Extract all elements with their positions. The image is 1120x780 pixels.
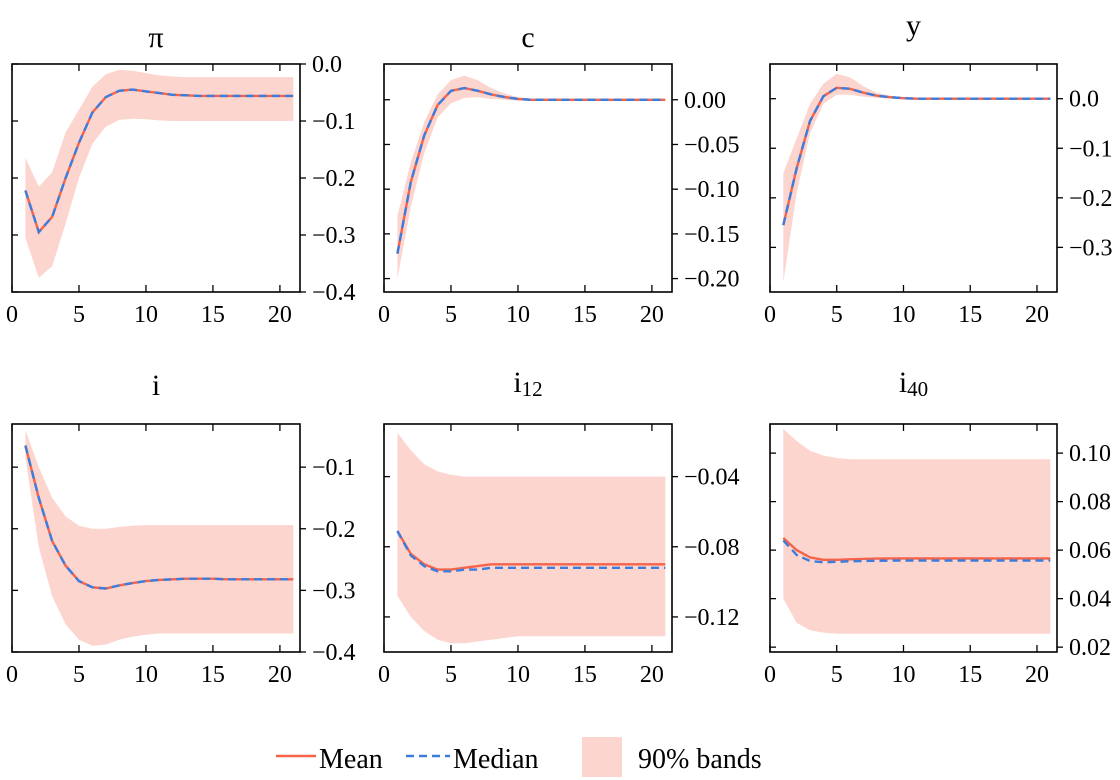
panel-title: i12 — [513, 366, 542, 401]
panel-4: 0 5 10 15 20 −0.1 −0.2 −0.3 −0.4 i — [6, 369, 356, 688]
y-tick-label: −0.08 — [684, 535, 740, 561]
x-tick-label: 5 — [445, 302, 457, 328]
x-tick-label: 20 — [640, 302, 664, 328]
y-tick-label: −0.2 — [1069, 186, 1113, 212]
panel-title-subscript: 12 — [522, 377, 543, 401]
mean-line — [782, 537, 1051, 561]
y-tick-label: −0.3 — [1069, 235, 1113, 261]
band-area — [25, 69, 294, 278]
y-tick-label: −0.05 — [684, 132, 740, 158]
x-tick-label: 20 — [268, 302, 292, 328]
y-tick-label: 0.00 — [684, 88, 726, 114]
x-tick-label: 0 — [6, 302, 18, 328]
panel-3: 0 5 10 15 20 0.0 −0.1 −0.2 −0.3 y — [764, 9, 1113, 328]
panel-2: 0 5 10 15 20 0.00 −0.05 −0.10 −0.15 −0.20 c — [378, 21, 740, 328]
panel-title: i — [152, 369, 160, 402]
plot-frame — [11, 423, 301, 653]
mean-line — [396, 530, 666, 571]
panel-title: y — [906, 9, 921, 42]
plot-frame — [769, 63, 1058, 293]
median-line — [24, 88, 294, 235]
plot-frame — [769, 423, 1058, 653]
y-tick-label: −0.20 — [684, 267, 740, 293]
x-tick-label: 5 — [73, 662, 85, 688]
x-tick-label: 10 — [506, 302, 530, 328]
y-tick-label: 0.08 — [1069, 490, 1111, 516]
x-tick-label: 5 — [831, 662, 843, 688]
panel-title: c — [521, 21, 534, 54]
band-area — [783, 73, 1051, 283]
band-area — [25, 430, 294, 646]
legend-band-label: 90% bands — [638, 744, 762, 775]
x-tick-label: 20 — [1025, 302, 1049, 328]
median-line — [24, 445, 294, 590]
y-tick-label: −0.3 — [312, 223, 356, 249]
panel-title: π — [148, 21, 163, 54]
panel-5: 0 5 10 15 20 −0.04 −0.08 −0.12 i12 — [378, 366, 740, 688]
y-tick-label: −0.10 — [684, 177, 740, 203]
y-tick-label: −0.15 — [684, 222, 740, 248]
y-tick-label: −0.04 — [684, 465, 740, 491]
x-tick-label: 0 — [378, 662, 390, 688]
legend-mean-label: Mean — [319, 744, 383, 775]
panel-1: 0 5 10 15 20 0.0 −0.1 −0.2 −0.3 −0.4 π — [6, 21, 356, 328]
y-tick-label: −0.2 — [312, 166, 356, 192]
panel-6: 0 5 10 15 20 0.10 0.08 0.06 0.04 0.02 i40 — [764, 366, 1111, 688]
legend-band-swatch — [582, 737, 622, 777]
y-tick-label: 0.04 — [1069, 587, 1111, 613]
mean-line — [782, 86, 1051, 226]
x-tick-label: 15 — [201, 302, 225, 328]
y-tick-label: 0.10 — [1069, 441, 1111, 467]
y-tick-label: 0.0 — [312, 52, 342, 78]
x-tick-label: 20 — [268, 662, 292, 688]
y-tick-label: −0.1 — [312, 455, 356, 481]
x-tick-label: 5 — [831, 302, 843, 328]
x-tick-label: 20 — [1025, 662, 1049, 688]
plot-frame — [383, 423, 673, 653]
y-tick-label: −0.1 — [312, 109, 356, 135]
y-tick-label: −0.2 — [312, 517, 356, 543]
y-tick-label: −0.4 — [312, 640, 356, 666]
y-tick-label: 0.06 — [1069, 538, 1111, 564]
x-tick-label: 0 — [6, 662, 18, 688]
median-line — [782, 86, 1051, 226]
plot-frame — [383, 63, 673, 293]
y-tick-label: −0.4 — [312, 280, 356, 306]
band-area — [397, 432, 666, 644]
y-tick-label: 0.02 — [1069, 635, 1111, 661]
y-tick-label: 0.0 — [1069, 87, 1099, 113]
x-tick-label: 15 — [573, 662, 597, 688]
x-tick-label: 10 — [891, 662, 915, 688]
x-tick-label: 10 — [891, 302, 915, 328]
x-tick-label: 15 — [958, 662, 982, 688]
legend-median-label: Median — [453, 744, 539, 775]
x-tick-label: 20 — [640, 662, 664, 688]
median-line — [396, 86, 666, 254]
y-tick-label: −0.1 — [1069, 136, 1113, 162]
x-tick-label: 5 — [445, 662, 457, 688]
y-tick-label: −0.12 — [684, 605, 740, 631]
panel-title: i40 — [899, 366, 928, 401]
x-tick-label: 15 — [573, 302, 597, 328]
x-tick-label: 10 — [134, 662, 158, 688]
x-tick-label: 10 — [134, 302, 158, 328]
x-tick-label: 0 — [764, 302, 776, 328]
band-area — [783, 428, 1051, 634]
x-tick-label: 15 — [201, 662, 225, 688]
x-tick-label: 10 — [506, 662, 530, 688]
x-tick-label: 5 — [73, 302, 85, 328]
legend: Mean Median 90% bands — [276, 737, 762, 777]
median-line — [782, 539, 1051, 564]
x-tick-label: 0 — [378, 302, 390, 328]
panels-group: 0 5 10 15 200.0−0.1−0.2−0.3−0.4π0 5 10 15 200.00… — [6, 9, 1113, 688]
panel-title-subscript: 40 — [907, 377, 928, 401]
y-tick-label: −0.3 — [312, 578, 356, 604]
x-tick-label: 0 — [764, 662, 776, 688]
x-tick-label: 15 — [958, 302, 982, 328]
